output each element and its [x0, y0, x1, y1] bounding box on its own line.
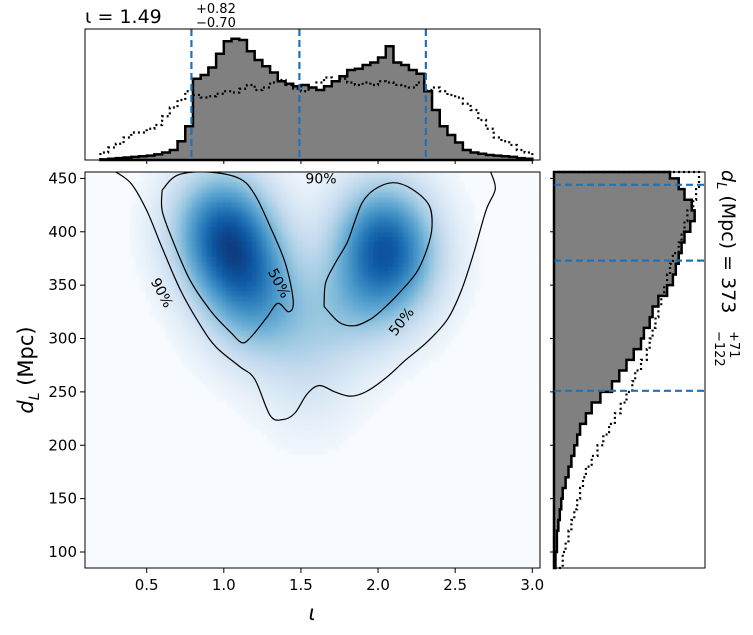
top-marginal-frame — [84, 28, 541, 161]
contour-label-text: 90% — [305, 171, 336, 187]
x-axis-label: ι — [308, 601, 315, 625]
top-marginal-ticks — [146, 160, 533, 164]
x-tick-label-4: 2.5 — [443, 576, 467, 594]
credible-contours — [115, 172, 496, 421]
top-marginal-histograms — [99, 37, 534, 162]
joint-frame — [84, 171, 541, 569]
x-tick-label-0: 0.5 — [135, 576, 159, 594]
contour-90pct-0 — [115, 172, 496, 421]
contour-50pct-0 — [160, 172, 294, 344]
iota-lower-error: −0.70 — [196, 16, 236, 31]
y-tick-label-7: 450 — [48, 169, 77, 187]
dL-lower-error: −122 — [711, 331, 726, 367]
right-marginal-histograms — [552, 170, 701, 570]
y-tick-label-5: 350 — [48, 276, 77, 294]
dL-upper-error: +71 — [726, 331, 741, 358]
y-tick-label-0: 100 — [48, 543, 77, 561]
joint-panel: 50%50%90%90% 0.5 1.0 1.5 2.0 2.5 3.0 10015020… — [14, 169, 544, 625]
contour-label-1-0: 90% — [305, 171, 336, 187]
right-posterior-histogram — [552, 170, 696, 570]
iota-symbol: ι — [85, 6, 91, 28]
right-prior-histogram — [554, 170, 701, 570]
x-tick-label-3: 2.0 — [366, 576, 390, 594]
x-tick-label-5: 3.0 — [520, 576, 544, 594]
y-tick-label-2: 200 — [48, 436, 77, 454]
y-axis-ticks: 100 150 200 250 300 350 400 450 — [48, 169, 85, 561]
top-marginal-panel: ι = 1.49 +0.82 −0.70 — [84, 2, 541, 164]
y-tick-label-1: 150 — [48, 490, 77, 508]
y-tick-label-4: 300 — [48, 330, 77, 348]
top-prior-histogram — [99, 76, 534, 160]
density-heatmap — [130, 172, 480, 455]
svg-text:dL (Mpc) = 373: dL (Mpc) = 373 — [713, 170, 739, 313]
right-marginal-frame — [553, 171, 706, 569]
iota-upper-error: +0.82 — [196, 2, 236, 17]
x-tick-label-1: 1.0 — [212, 576, 236, 594]
x-tick-label-2: 1.5 — [289, 576, 313, 594]
y-tick-label-3: 250 — [48, 383, 77, 401]
y-tick-label-6: 400 — [48, 223, 77, 241]
top-posterior-histogram — [99, 37, 534, 162]
contour-50pct-1 — [323, 182, 433, 327]
top-marginal-title: ι = 1.49 — [85, 6, 162, 28]
iota-median-value: 1.49 — [119, 6, 161, 28]
right-marginal-quantiles — [554, 183, 705, 392]
right-marginal-title: dL (Mpc) = 373 +71 −122 — [711, 170, 741, 367]
right-marginal-ticks — [550, 177, 554, 553]
right-marginal-panel: dL (Mpc) = 373 +71 −122 — [550, 170, 741, 570]
y-axis-label: dL (Mpc) — [14, 326, 43, 413]
x-axis-ticks: 0.5 1.0 1.5 2.0 2.5 3.0 — [135, 568, 544, 594]
